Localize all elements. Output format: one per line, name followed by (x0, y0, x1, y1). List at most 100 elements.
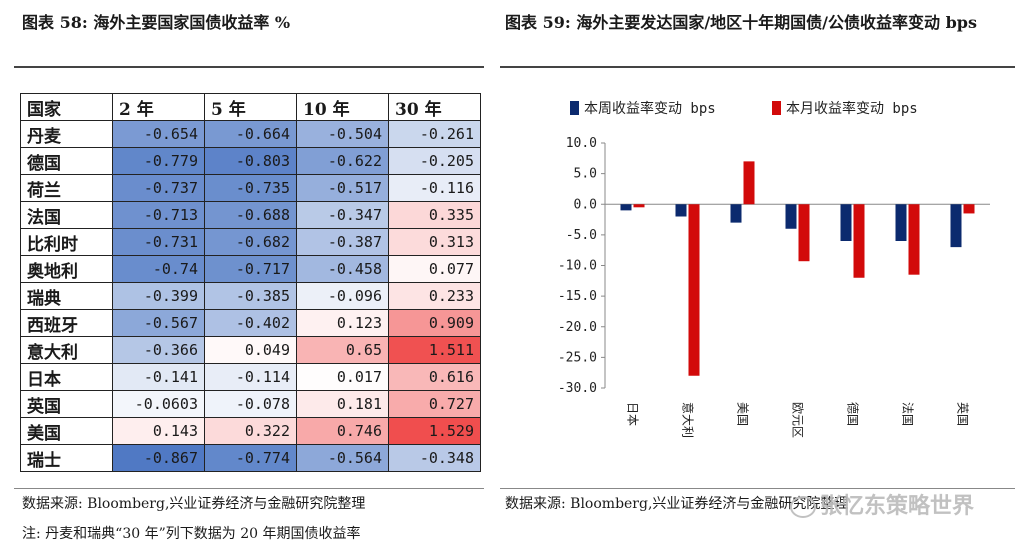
row-country: 瑞士 (20, 444, 113, 472)
x-category-label: 意大利 (681, 402, 696, 438)
row-country: 荷兰 (20, 174, 113, 202)
y-tick-label: -10.0 (558, 259, 597, 274)
row-country: 法国 (20, 201, 113, 229)
yield-cell: -0.261 (388, 120, 481, 148)
y-tick-label: -25.0 (558, 350, 597, 365)
yield-cell: -0.803 (204, 147, 297, 175)
x-category-label: 法国 (901, 402, 915, 426)
table-row: 美国 0.143 0.322 0.746 1.529 (20, 417, 481, 445)
yield-change-chart: 本周收益率变动 bps 本月收益率变动 bps 10.0 5.0 0.0 -5.0 -10.… (558, 100, 990, 438)
bar-monthly (633, 204, 645, 208)
row-country: 奥地利 (20, 255, 113, 283)
yield-cell: -0.504 (296, 120, 389, 148)
header-5y: 5 年 (204, 93, 297, 121)
yield-cell: -0.682 (204, 228, 297, 256)
yield-cell: 0.123 (296, 309, 389, 337)
table-header-row: 国家 2 年 5 年 10 年 30 年 (20, 93, 481, 121)
right-chart-title: 图表 59: 海外主要发达国家/地区十年期国债/公债收益率变动 bps (505, 13, 977, 32)
table-body: 丹麦 -0.654 -0.664 -0.504 -0.261 德国 -0.779 -0.803… (20, 120, 481, 472)
y-tick-label: -5.0 (566, 228, 597, 243)
yield-cell: 0.233 (388, 282, 481, 310)
yield-cell: -0.567 (112, 309, 205, 337)
y-tick-label: -20.0 (558, 320, 597, 335)
yield-cell: -0.402 (204, 309, 297, 337)
watermark-text: 张忆东策略世界 (820, 494, 975, 519)
yield-cell: -0.517 (296, 174, 389, 202)
yield-cell: 0.727 (388, 390, 481, 418)
yield-cell: -0.141 (112, 363, 205, 391)
right-title-rule (500, 66, 1015, 68)
table-row: 比利时 -0.731 -0.682 -0.387 0.313 (20, 228, 481, 256)
left-footer-rule (14, 488, 484, 489)
y-tick-label: 0.0 (574, 197, 597, 212)
table-row: 瑞士 -0.867 -0.774 -0.564 -0.348 (20, 444, 481, 472)
yield-cell: -0.458 (296, 255, 389, 283)
x-category-label: 欧元区 (791, 402, 805, 438)
x-category-label: 日本 (626, 402, 640, 426)
table-row: 奥地利 -0.74 -0.717 -0.458 0.077 (20, 255, 481, 283)
x-category-label: 英国 (956, 402, 970, 426)
bar-monthly (853, 204, 865, 278)
bar-weekly (950, 204, 962, 248)
yield-cell: -0.114 (204, 363, 297, 391)
yield-cell: 0.335 (388, 201, 481, 229)
bar-monthly (743, 161, 755, 205)
yield-cell: 0.049 (204, 336, 297, 364)
yield-cell: -0.654 (112, 120, 205, 148)
y-tick-label: -15.0 (558, 289, 597, 304)
yield-cell: 1.529 (388, 417, 481, 445)
legend-label: 本周收益率变动 bps (584, 100, 716, 117)
yield-cell: 0.65 (296, 336, 389, 364)
yield-cell: -0.735 (204, 174, 297, 202)
header-country: 国家 (20, 93, 113, 121)
y-tick-label: 5.0 (574, 167, 597, 182)
yield-cell: -0.366 (112, 336, 205, 364)
bar-monthly (963, 204, 975, 214)
yield-cell: 1.511 (388, 336, 481, 364)
left-title-rule (14, 66, 484, 68)
yield-cell: -0.717 (204, 255, 297, 283)
bar-monthly (908, 204, 920, 275)
legend-swatch (772, 101, 781, 115)
yield-cell: 0.909 (388, 309, 481, 337)
table-row: 英国 -0.0603 -0.078 0.181 0.727 (20, 390, 481, 418)
y-tick-label: -30.0 (558, 381, 597, 396)
bar-monthly (798, 204, 810, 262)
right-footer-rule (500, 488, 1015, 489)
yield-cell: -0.74 (112, 255, 205, 283)
bar-weekly (675, 204, 687, 217)
yield-cell: -0.779 (112, 147, 205, 175)
header-10y: 10 年 (296, 93, 389, 121)
yield-cell: -0.205 (388, 147, 481, 175)
yield-cell: -0.713 (112, 201, 205, 229)
table-row: 日本 -0.141 -0.114 0.017 0.616 (20, 363, 481, 391)
table-row: 瑞典 -0.399 -0.385 -0.096 0.233 (20, 282, 481, 310)
legend-label: 本月收益率变动 bps (786, 100, 918, 117)
yield-cell: 0.616 (388, 363, 481, 391)
bar-weekly (620, 204, 632, 211)
yield-cell: 0.181 (296, 390, 389, 418)
yield-cell: -0.348 (388, 444, 481, 472)
yield-cell: 0.313 (388, 228, 481, 256)
table-row: 西班牙 -0.567 -0.402 0.123 0.909 (20, 309, 481, 337)
yield-cell: -0.096 (296, 282, 389, 310)
yield-cell: -0.347 (296, 201, 389, 229)
yield-cell: 0.017 (296, 363, 389, 391)
yield-cell: -0.664 (204, 120, 297, 148)
bar-monthly (688, 204, 700, 376)
row-country: 英国 (20, 390, 113, 418)
row-country: 意大利 (20, 336, 113, 364)
yield-cell: -0.116 (388, 174, 481, 202)
row-country: 丹麦 (20, 120, 113, 148)
yield-cell: 0.143 (112, 417, 205, 445)
yield-table: 国家 2 年 5 年 10 年 30 年 丹麦 -0.654 -0.664 -0.50… (20, 93, 481, 472)
yield-cell: -0.867 (112, 444, 205, 472)
bar-weekly (785, 204, 797, 229)
row-country: 德国 (20, 147, 113, 175)
yield-cell: -0.385 (204, 282, 297, 310)
bar-weekly (840, 204, 852, 241)
y-tick-label: 10.0 (566, 136, 597, 151)
bar-weekly (895, 204, 907, 241)
x-category-label: 德国 (846, 402, 861, 426)
yield-cell: -0.622 (296, 147, 389, 175)
